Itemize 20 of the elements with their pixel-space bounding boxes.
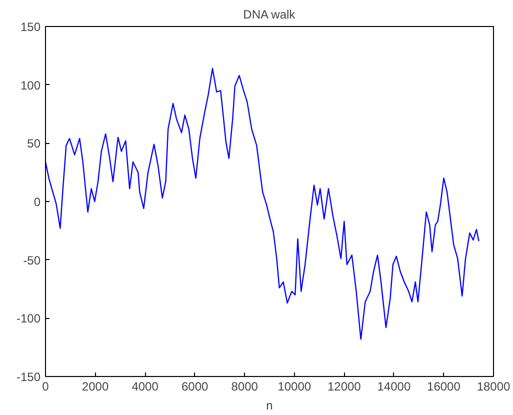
- line-series: [46, 68, 480, 340]
- y-tick-label: 100: [20, 78, 41, 92]
- y-tick-label: 50: [27, 136, 41, 151]
- chart-title: DNA walk: [243, 8, 296, 22]
- x-axis-title: n: [266, 398, 273, 412]
- y-tick-label: 150: [20, 20, 41, 34]
- x-tick-label: 12000: [327, 380, 362, 394]
- y-tick-label: -50: [23, 253, 41, 268]
- x-tick-label: 14000: [377, 380, 411, 394]
- x-tick-label: 18000: [476, 380, 511, 394]
- x-tick-label: 4000: [132, 380, 159, 394]
- x-tick-label: 0: [42, 380, 50, 394]
- y-tick-label: -150: [16, 370, 41, 384]
- x-tick-label: 10000: [278, 380, 312, 394]
- x-tick-label: 16000: [427, 380, 461, 394]
- y-tick-label: 0: [34, 195, 41, 209]
- y-tick-label: -100: [16, 312, 41, 326]
- x-tick-label: 8000: [231, 380, 258, 394]
- x-tick-label: 2000: [82, 380, 109, 394]
- x-tick-label: 6000: [181, 380, 209, 394]
